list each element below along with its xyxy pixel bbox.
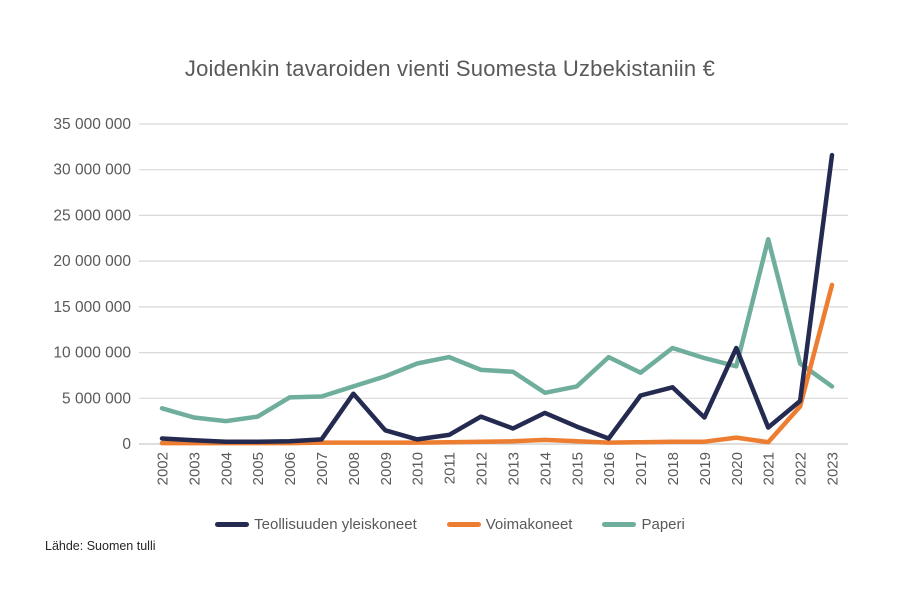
x-tick-label: 2004 [218,452,235,485]
series-line-teollisuuden-yleiskoneet [159,152,835,444]
y-tick-label: 20 000 000 [53,253,131,270]
x-tick-label: 2010 [410,452,427,485]
y-tick-label: 30 000 000 [53,162,131,179]
legend-label-teollisuuden-yleiskoneet: Teollisuuden yleiskoneet [254,516,417,533]
x-tick-label: 2023 [825,452,842,485]
x-tick-label: 2019 [697,452,714,485]
y-tick-label: 25 000 000 [53,207,131,224]
x-tick-label: 2014 [537,452,554,485]
y-tick-label: 0 [122,436,131,453]
legend-line-swatch-navy [215,522,250,527]
series-line-paperi [159,236,835,424]
x-tick-label: 2016 [601,452,618,485]
x-tick-label: 2015 [569,452,586,485]
x-tick-label: 2011 [442,452,459,484]
chart-legend: Teollisuuden yleiskoneet Voimakoneet Pap… [20,516,880,533]
x-tick-label: 2017 [633,452,650,485]
x-tick-label: 2013 [506,452,523,485]
x-tick-label: 2022 [793,452,810,485]
x-tick-label: 2003 [186,452,203,485]
x-axis-labels: 2002 2003 2004 2005 2006 2007 2008 2009 2010 2011… [155,452,842,485]
legend-label-paperi: Paperi [641,516,685,533]
legend-line-swatch-orange [446,522,481,527]
y-axis-labels: 0 5 000 000 10 000 000 15 000 000 20 000 000… [53,116,131,453]
x-tick-label: 2005 [250,452,267,485]
x-tick-label: 2002 [155,452,172,485]
legend-item-voimakoneet: Voimakoneet [446,516,573,533]
x-tick-label: 2020 [729,452,746,485]
y-tick-label: 10 000 000 [53,345,131,362]
x-tick-label: 2012 [474,452,491,485]
chart-title: Joidenkin tavaroiden vienti Suomesta Uzb… [184,56,716,81]
x-tick-label: 2021 [761,452,778,485]
x-tick-label: 2006 [282,452,299,485]
gridlines [139,123,848,445]
x-tick-label: 2018 [665,452,682,485]
y-tick-label: 35 000 000 [53,116,131,133]
y-tick-label: 15 000 000 [53,299,131,316]
y-tick-label: 5 000 000 [62,390,131,407]
legend-label-voimakoneet: Voimakoneet [485,516,573,533]
legend-line-swatch-teal [602,522,637,527]
x-tick-label: 2007 [314,452,331,485]
x-tick-label: 2009 [378,452,395,485]
legend-item-teollisuuden-yleiskoneet: Teollisuuden yleiskoneet [215,516,417,533]
legend-item-paperi: Paperi [602,516,685,533]
x-tick-label: 2008 [346,452,363,485]
source-note: Lähde: Suomen tulli [45,539,156,553]
